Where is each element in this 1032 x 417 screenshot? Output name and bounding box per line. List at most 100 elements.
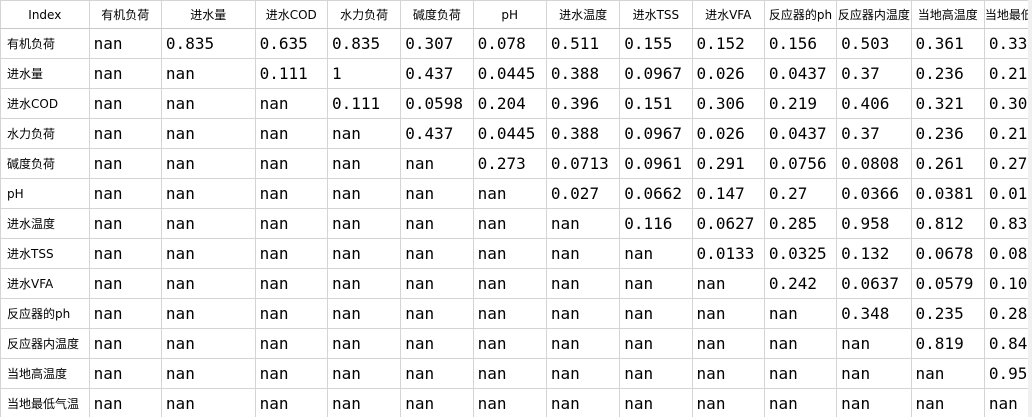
table-cell[interactable]: 0.306 (691, 88, 765, 119)
row-index-label[interactable]: 进水VFA (0, 268, 90, 299)
table-cell[interactable]: 0.0756 (763, 148, 838, 179)
table-cell[interactable]: nan (983, 388, 1032, 417)
table-cell[interactable]: 0.0598 (400, 88, 474, 119)
table-cell[interactable]: 0.321 (910, 88, 985, 119)
table-cell[interactable]: nan (160, 298, 256, 329)
table-cell[interactable]: nan (400, 148, 474, 179)
table-cell[interactable]: nan (326, 268, 402, 299)
table-cell[interactable]: nan (763, 298, 838, 329)
table-cell[interactable]: nan (472, 268, 547, 299)
table-cell[interactable]: nan (545, 358, 621, 389)
table-cell[interactable]: 0.236 (910, 58, 985, 89)
table-cell[interactable]: 0.219 (763, 88, 838, 119)
table-cell[interactable]: 0.0967 (619, 118, 693, 149)
table-cell[interactable]: nan (545, 328, 621, 359)
table-cell[interactable]: 0.0713 (545, 148, 621, 179)
table-cell[interactable]: 0.37 (836, 118, 912, 149)
column-header[interactable]: 进水温度 (545, 0, 621, 29)
table-cell[interactable]: nan (910, 388, 985, 417)
table-cell[interactable]: nan (545, 238, 621, 269)
table-cell[interactable]: 0.37 (836, 58, 912, 89)
table-cell[interactable]: nan (254, 238, 328, 269)
table-cell[interactable]: 0.0961 (619, 148, 693, 179)
table-cell[interactable]: nan (88, 58, 162, 89)
table-cell[interactable]: nan (254, 118, 328, 149)
table-cell[interactable]: 0.0445 (472, 58, 547, 89)
table-cell[interactable]: nan (619, 328, 693, 359)
table-cell[interactable]: 0.132 (836, 238, 912, 269)
table-cell[interactable]: nan (88, 148, 162, 179)
table-cell[interactable]: nan (326, 328, 402, 359)
table-cell[interactable]: 0.0325 (763, 238, 838, 269)
table-cell[interactable]: 0.0437 (763, 58, 838, 89)
table-cell[interactable]: 0.0366 (836, 178, 912, 209)
table-cell[interactable]: 0.0637 (836, 268, 912, 299)
table-cell[interactable]: nan (160, 268, 256, 299)
table-cell[interactable]: nan (763, 328, 838, 359)
table-cell[interactable]: 0.835 (160, 28, 256, 59)
table-cell[interactable]: 0.116 (619, 208, 693, 239)
table-cell[interactable]: 0.958 (983, 358, 1032, 389)
column-header[interactable]: 进水TSS (619, 0, 693, 29)
row-index-label[interactable]: 反应器的ph (0, 298, 90, 329)
table-cell[interactable]: nan (472, 178, 547, 209)
table-cell[interactable]: 1 (326, 58, 402, 89)
table-cell[interactable]: 0.0579 (910, 268, 985, 299)
table-cell[interactable]: nan (400, 358, 474, 389)
table-cell[interactable]: 0.288 (983, 298, 1032, 329)
table-cell[interactable]: nan (326, 238, 402, 269)
table-cell[interactable]: 0.111 (254, 58, 328, 89)
table-cell[interactable]: nan (472, 328, 547, 359)
table-cell[interactable]: nan (836, 388, 912, 417)
table-cell[interactable]: nan (472, 358, 547, 389)
table-cell[interactable]: nan (254, 388, 328, 417)
table-cell[interactable]: nan (545, 388, 621, 417)
column-header[interactable]: 进水COD (254, 0, 328, 29)
column-header[interactable]: 碱度负荷 (400, 0, 474, 29)
table-cell[interactable]: nan (326, 118, 402, 149)
table-cell[interactable]: nan (472, 388, 547, 417)
table-cell[interactable]: 0.304 (983, 88, 1032, 119)
table-cell[interactable]: 0.0148 (983, 178, 1032, 209)
table-cell[interactable]: nan (160, 58, 256, 89)
table-cell[interactable]: nan (88, 178, 162, 209)
table-cell[interactable]: nan (691, 358, 765, 389)
table-cell[interactable]: 0.388 (545, 118, 621, 149)
table-cell[interactable]: nan (472, 238, 547, 269)
table-cell[interactable]: nan (619, 238, 693, 269)
table-cell[interactable]: nan (254, 148, 328, 179)
table-cell[interactable]: 0.107 (983, 268, 1032, 299)
table-cell[interactable]: nan (400, 328, 474, 359)
table-cell[interactable]: nan (400, 298, 474, 329)
table-cell[interactable]: 0.0808 (836, 148, 912, 179)
table-cell[interactable]: 0.242 (763, 268, 838, 299)
table-cell[interactable]: nan (545, 268, 621, 299)
table-cell[interactable]: nan (326, 148, 402, 179)
table-cell[interactable]: nan (910, 358, 985, 389)
table-cell[interactable]: nan (254, 298, 328, 329)
table-cell[interactable]: nan (691, 298, 765, 329)
table-cell[interactable]: 0.437 (400, 58, 474, 89)
table-cell[interactable]: 0.027 (545, 178, 621, 209)
table-cell[interactable]: nan (619, 358, 693, 389)
table-cell[interactable]: 0.156 (763, 28, 838, 59)
table-cell[interactable]: nan (254, 88, 328, 119)
table-cell[interactable]: 0.0437 (763, 118, 838, 149)
table-cell[interactable]: nan (400, 388, 474, 417)
table-cell[interactable]: nan (326, 178, 402, 209)
table-cell[interactable]: 0.0381 (910, 178, 985, 209)
row-index-label[interactable]: 碱度负荷 (0, 148, 90, 179)
column-header[interactable]: 当地最低气温 (983, 0, 1032, 29)
table-cell[interactable]: 0.078 (472, 28, 547, 59)
table-cell[interactable]: nan (400, 178, 474, 209)
table-cell[interactable]: 0.235 (910, 298, 985, 329)
table-cell[interactable]: nan (472, 208, 547, 239)
table-cell[interactable]: 0.348 (836, 298, 912, 329)
table-cell[interactable]: nan (400, 268, 474, 299)
table-cell[interactable]: 0.026 (691, 118, 765, 149)
table-cell[interactable]: 0.336 (983, 28, 1032, 59)
table-cell[interactable]: nan (88, 328, 162, 359)
table-cell[interactable]: nan (160, 178, 256, 209)
row-index-label[interactable]: 有机负荷 (0, 28, 90, 59)
